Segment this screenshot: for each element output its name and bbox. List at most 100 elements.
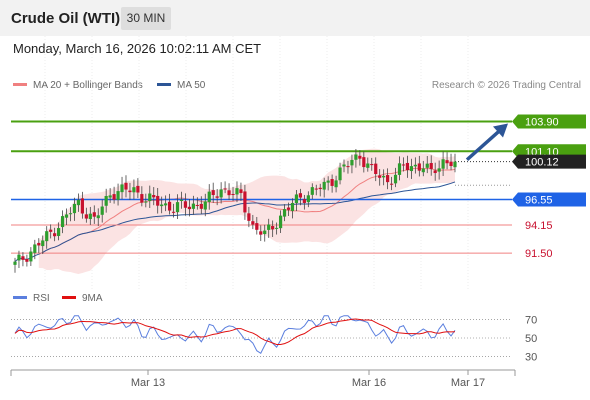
candle-body xyxy=(334,180,338,188)
candle-body xyxy=(219,189,223,198)
candle-body xyxy=(57,228,61,236)
legend-ma50-label: MA 50 xyxy=(177,80,206,91)
candle-body xyxy=(41,240,45,247)
candle-body xyxy=(60,216,65,228)
level-label-current: 100.12 xyxy=(525,157,559,169)
candle-body xyxy=(92,212,96,217)
rsi-level-label: 30 xyxy=(525,352,537,364)
candle-body xyxy=(378,175,382,178)
candle-body xyxy=(136,185,140,193)
candle-body xyxy=(382,175,386,178)
candle-body xyxy=(397,163,402,175)
candle-body xyxy=(330,179,334,186)
candle-body xyxy=(314,188,318,190)
candle-body xyxy=(171,211,176,213)
forecast-arrow-shaft xyxy=(465,127,504,162)
9ma-swatch xyxy=(62,295,76,299)
candle-body xyxy=(211,190,215,196)
rsi-line xyxy=(14,315,456,354)
candle-body xyxy=(370,164,374,166)
candle-body xyxy=(413,164,417,167)
candle-body xyxy=(144,201,148,203)
candle-body xyxy=(259,231,263,235)
candle-body xyxy=(247,213,251,221)
candle-body xyxy=(76,199,81,206)
candle-body xyxy=(128,190,132,193)
candle-body xyxy=(267,224,271,230)
candle-body xyxy=(346,166,350,168)
candle-body xyxy=(298,193,303,198)
candle-body xyxy=(72,203,77,214)
candle-body xyxy=(108,195,112,198)
candle-body xyxy=(160,204,164,207)
candle-body xyxy=(302,199,306,203)
level-label-support1: 94.15 xyxy=(525,220,553,232)
level-label-target2: 103.90 xyxy=(525,117,559,129)
ma20-swatch xyxy=(13,82,27,86)
forecast-arrow-head xyxy=(493,123,508,138)
candle-body xyxy=(21,256,25,260)
candle-body xyxy=(386,175,390,183)
candle-body xyxy=(235,188,239,195)
candle-body xyxy=(405,162,410,171)
candle-body xyxy=(199,203,203,209)
candle-body xyxy=(156,195,160,206)
legend-ma20-label: MA 20 + Bollinger Bands xyxy=(33,80,143,91)
candle-body xyxy=(441,159,445,169)
candle-body xyxy=(401,164,406,166)
timeframe-button[interactable]: 30 MIN xyxy=(121,7,171,30)
candle-body xyxy=(310,187,314,195)
candle-body xyxy=(64,214,69,218)
candle-body xyxy=(350,159,354,166)
candle-body xyxy=(175,202,180,213)
candle-body xyxy=(148,193,152,202)
candle-body xyxy=(191,203,195,209)
candle-body xyxy=(421,168,425,173)
x-tick-label: Mar 13 xyxy=(131,377,165,389)
candle-body xyxy=(275,227,279,229)
candle-body xyxy=(437,168,441,172)
candle-body xyxy=(449,161,453,167)
candle-body xyxy=(362,157,366,168)
candle-body xyxy=(183,201,188,208)
candle-body xyxy=(33,244,37,253)
candle-body xyxy=(354,154,358,160)
candle-body xyxy=(389,183,394,185)
legend-9ma: 9MA xyxy=(62,293,103,304)
candle-body xyxy=(366,163,370,168)
candle-body xyxy=(215,196,219,198)
instrument-title: Crude Oil (WTI) xyxy=(11,10,121,27)
candle-body xyxy=(37,242,41,246)
candle-body xyxy=(251,221,255,225)
candle-body xyxy=(13,261,17,265)
candle-body xyxy=(338,167,342,181)
candle-body xyxy=(140,194,144,203)
candle-body xyxy=(84,214,88,219)
level-label-support2: 91.50 xyxy=(525,248,553,260)
candle-body xyxy=(239,189,243,194)
candle-body xyxy=(29,251,33,262)
candle-body xyxy=(195,204,199,206)
rsi-ma-line xyxy=(14,318,456,346)
header-bar: Crude Oil (WTI) 30 MIN xyxy=(0,0,590,36)
ma50-line xyxy=(14,181,456,263)
x-tick-label: Mar 17 xyxy=(451,377,485,389)
legend-rsi-label: RSI xyxy=(33,293,50,304)
candle-body xyxy=(282,209,287,217)
bollinger-band xyxy=(38,148,455,274)
candle-body xyxy=(100,206,104,215)
candle-body xyxy=(207,191,211,203)
candle-body xyxy=(49,229,53,232)
candle-body xyxy=(45,231,49,242)
candle-body xyxy=(294,194,299,204)
candle-body xyxy=(187,206,192,210)
candle-body xyxy=(263,230,267,235)
candle-body xyxy=(326,180,330,183)
candle-body xyxy=(374,163,378,175)
candle-body xyxy=(231,193,235,195)
candle-body xyxy=(409,166,413,172)
candle-body xyxy=(393,174,398,184)
credit-text: Research © 2026 Trading Central xyxy=(431,80,581,91)
candle-body xyxy=(429,163,433,169)
level-tag-current xyxy=(512,154,586,169)
